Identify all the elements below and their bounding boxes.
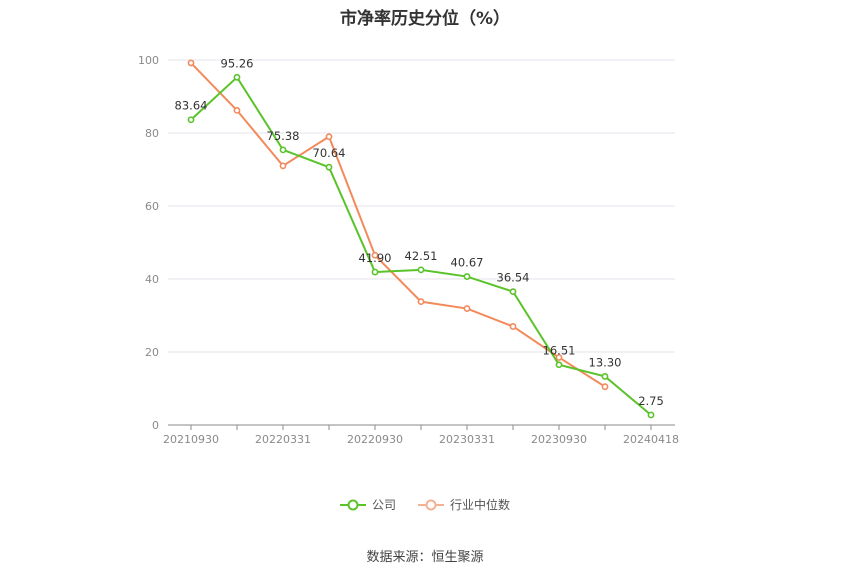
- series-line-company: [190, 75, 652, 416]
- legend-item-company[interactable]: 公司: [339, 496, 396, 513]
- data-labels: 83.64 95.26 75.38 70.64 41.90 42.51 40.67 36.54…: [175, 56, 664, 408]
- legend-item-industry-median[interactable]: 行业中位数: [418, 496, 510, 513]
- x-tick-label: 20240418: [623, 433, 679, 446]
- data-point-company[interactable]: [233, 73, 241, 81]
- x-tick-label: 20230331: [439, 433, 495, 446]
- data-point-industry-median[interactable]: [417, 298, 425, 306]
- legend-industry-median-icon: [418, 499, 444, 510]
- data-point-company[interactable]: [509, 288, 517, 296]
- data-point-company[interactable]: [555, 361, 563, 369]
- data-label: 95.26: [221, 56, 254, 70]
- legend: 公司 行业中位数: [0, 496, 850, 513]
- data-point-company[interactable]: [417, 266, 425, 274]
- legend-label-industry-median: 行业中位数: [450, 498, 511, 512]
- x-tick-label: 20210930: [163, 433, 219, 446]
- data-label: 40.67: [451, 256, 484, 270]
- grid-lines: [168, 59, 675, 353]
- data-point-industry-median[interactable]: [325, 133, 333, 141]
- data-label: 42.51: [405, 249, 438, 263]
- y-tick-label: 60: [145, 200, 159, 213]
- data-point-industry-median[interactable]: [555, 354, 563, 361]
- legend-label-company: 公司: [371, 498, 396, 512]
- series-line-industry-median: [190, 62, 606, 388]
- y-tick-label: 80: [145, 127, 159, 140]
- x-tick-label: 20220331: [255, 433, 311, 446]
- data-point-company[interactable]: [187, 116, 195, 124]
- data-point-company[interactable]: [279, 146, 287, 154]
- data-label: 13.30: [589, 355, 622, 369]
- data-point-industry-median[interactable]: [279, 162, 287, 170]
- data-label: 75.38: [267, 129, 300, 143]
- data-label: 83.64: [175, 99, 208, 113]
- data-point-industry-median[interactable]: [463, 305, 471, 312]
- series-lines: [187, 59, 655, 419]
- y-tick-label: 40: [145, 273, 159, 286]
- data-point-company[interactable]: [463, 273, 471, 280]
- data-point-company[interactable]: [371, 268, 379, 276]
- data-point-company[interactable]: [647, 411, 655, 419]
- legend-company-icon: [339, 499, 366, 510]
- y-tick-label: 20: [145, 346, 159, 359]
- chart-title: 市净率历史分位（%）: [339, 9, 511, 29]
- data-label: 41.90: [359, 251, 392, 265]
- data-point-industry-median[interactable]: [187, 59, 195, 67]
- data-point-company[interactable]: [325, 163, 333, 171]
- y-tick-label: 0: [152, 419, 159, 432]
- axes: 0 20 40 60 80 100 20210930 20220331 20220930 2023…: [138, 54, 679, 446]
- data-label: 2.75: [638, 394, 664, 408]
- x-tick-label: 20230930: [531, 433, 587, 446]
- data-point-company[interactable]: [601, 373, 609, 380]
- data-point-industry-median[interactable]: [601, 383, 609, 391]
- data-point-industry-median[interactable]: [371, 251, 379, 259]
- data-label: 16.51: [543, 344, 576, 358]
- source-note: 数据来源：恒生聚源: [366, 550, 484, 565]
- data-label: 36.54: [497, 271, 530, 285]
- x-tick-label: 20220930: [347, 433, 403, 446]
- data-point-industry-median[interactable]: [509, 323, 517, 330]
- data-point-industry-median[interactable]: [233, 106, 241, 114]
- y-tick-label: 100: [138, 54, 159, 67]
- data-label: 70.64: [313, 146, 346, 160]
